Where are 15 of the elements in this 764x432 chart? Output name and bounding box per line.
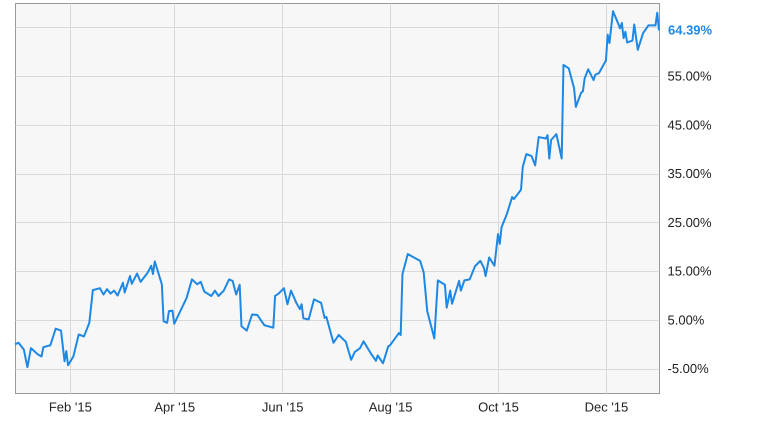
y-tick-label: -5.00% (668, 361, 710, 376)
x-tick-label: Dec '15 (584, 400, 628, 414)
x-tick-label: Jun '15 (262, 400, 304, 414)
x-tick-label: Feb '15 (48, 400, 92, 414)
x-tick-label: Apr '15 (154, 400, 196, 414)
line-series (14, 10, 660, 368)
y-tick-label: 45.00% (668, 117, 712, 132)
x-tick-label: Oct '15 (478, 400, 519, 414)
x-tick-label: Aug '15 (368, 400, 412, 414)
y-tick-label: 25.00% (668, 214, 712, 230)
y-tick-label: 15.00% (668, 264, 712, 279)
y-tick-label: 55.00% (668, 68, 712, 84)
y-tick-label: 5.00% (668, 312, 705, 328)
y-tick-label: 35.00% (668, 166, 712, 182)
annotation: 64.39% (668, 22, 713, 38)
